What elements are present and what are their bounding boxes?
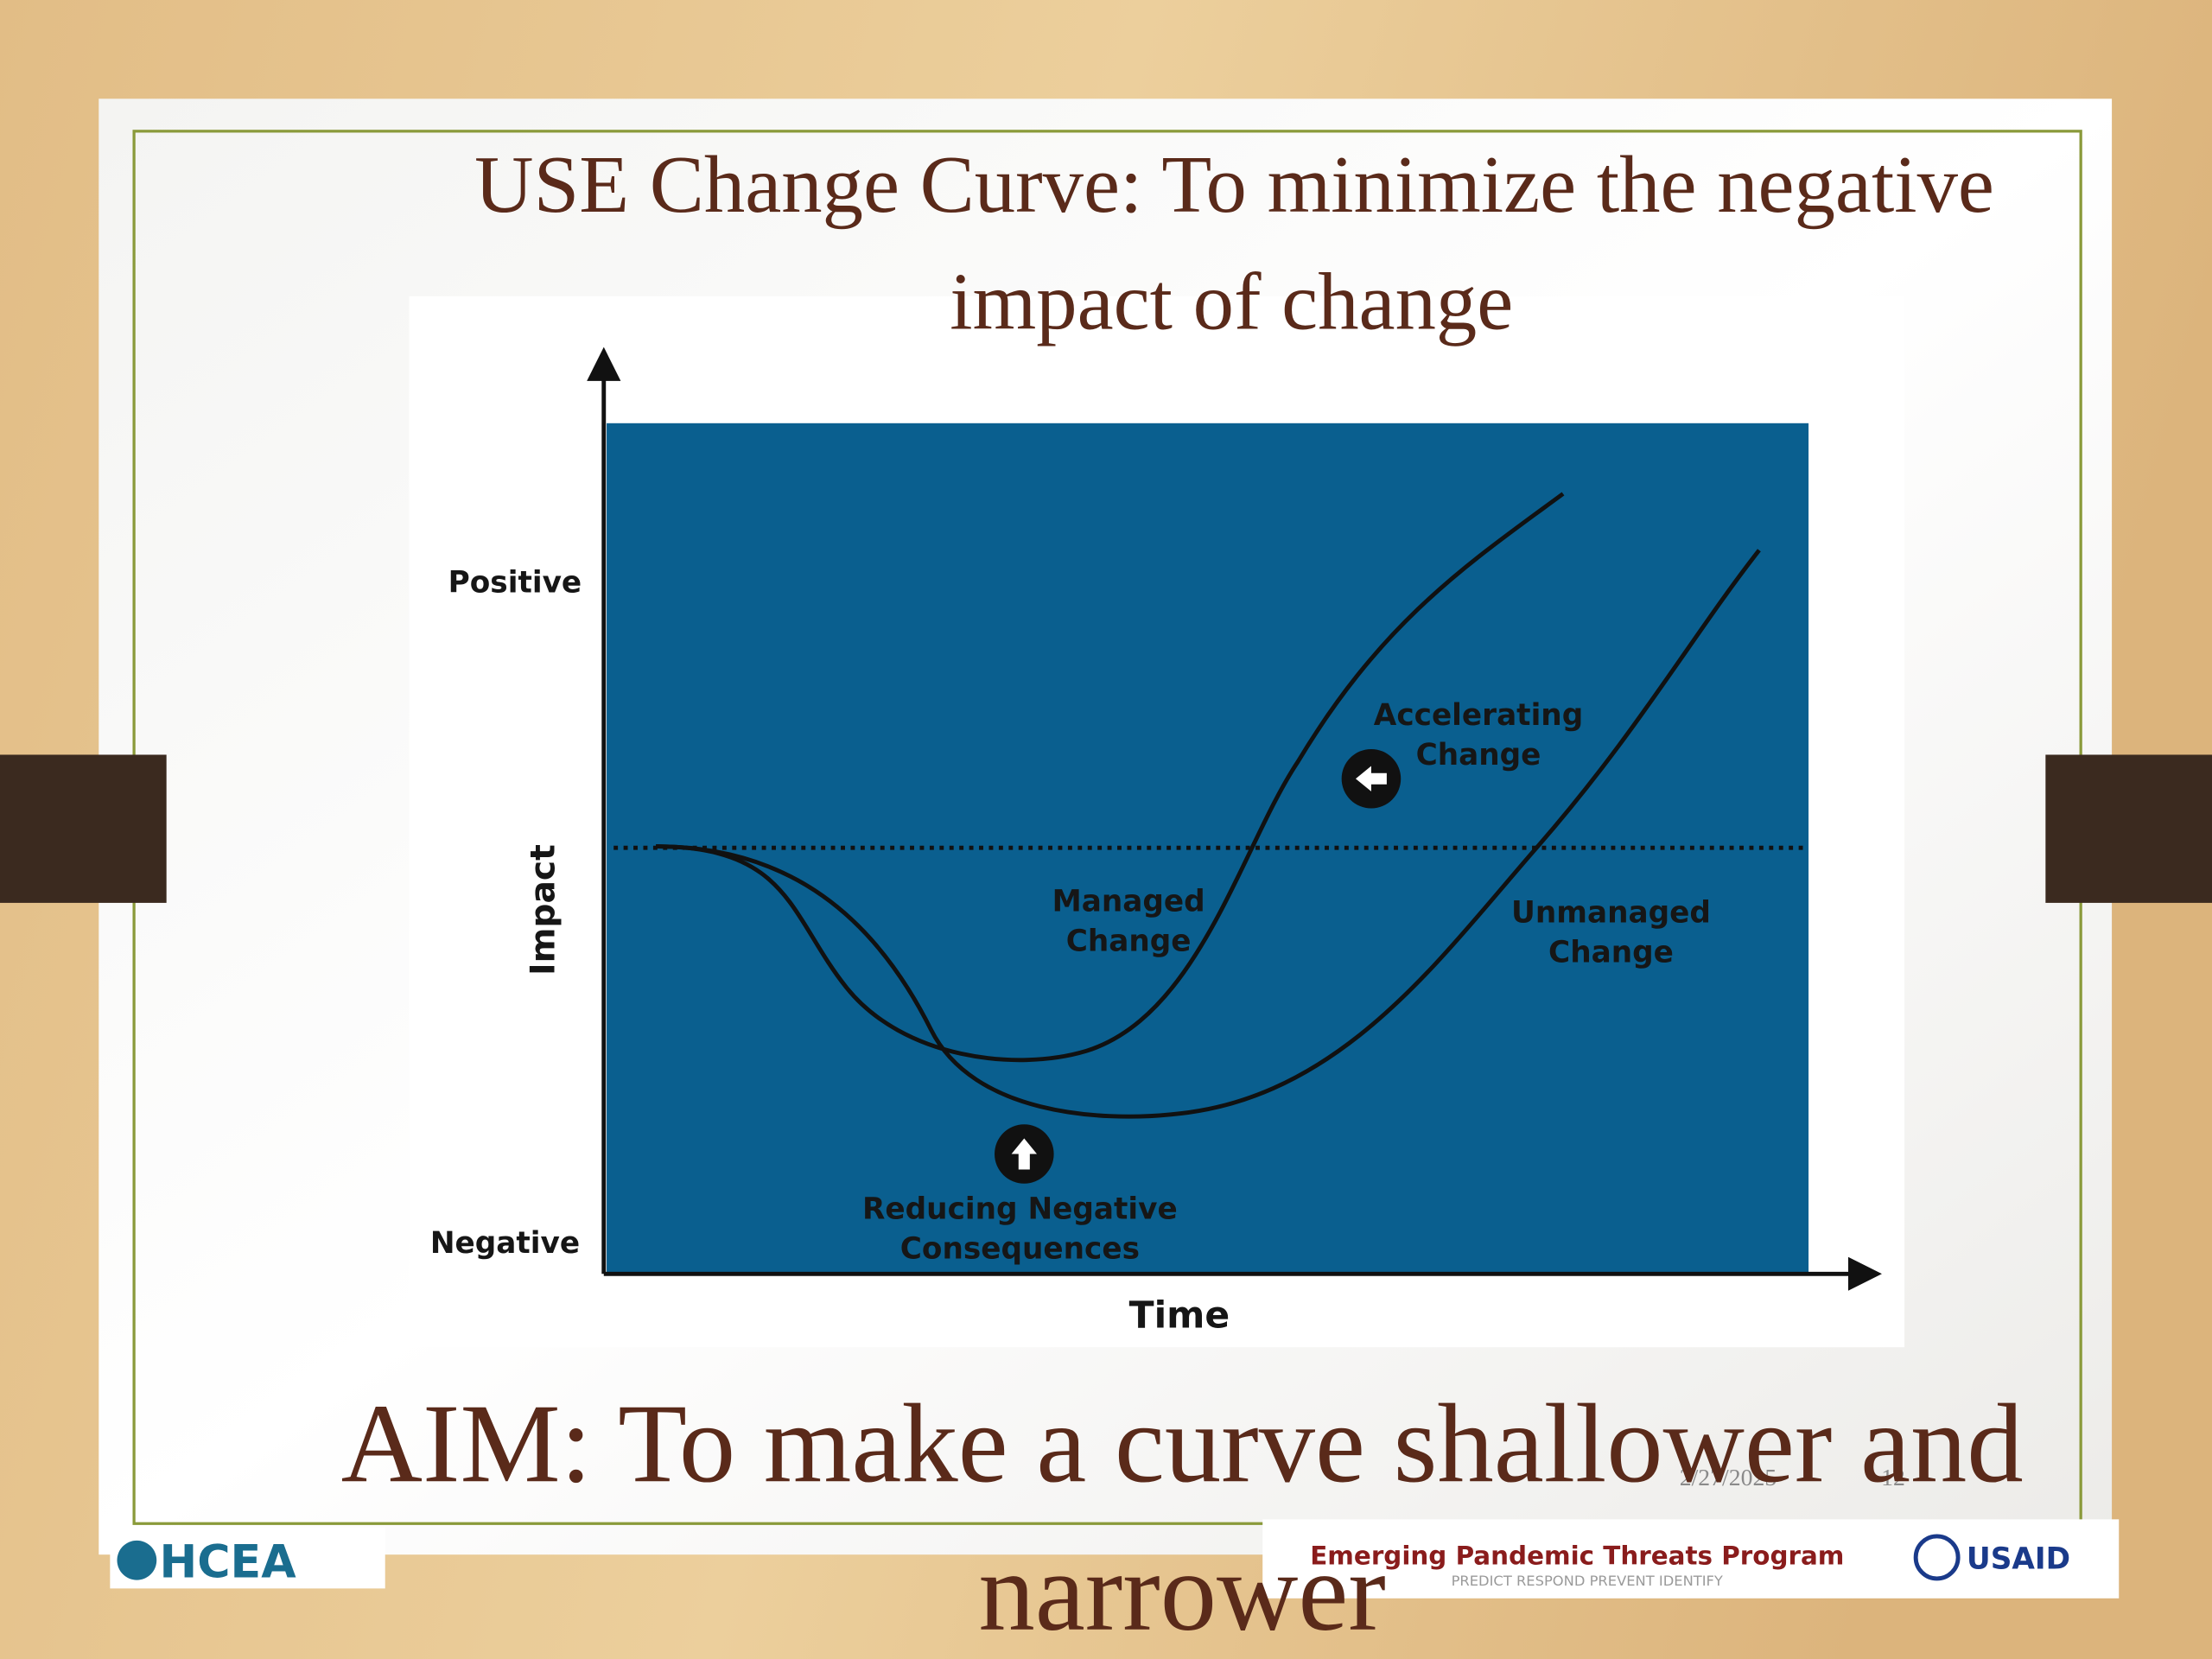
annotation: Change bbox=[1066, 924, 1192, 958]
program-tagline: PREDICT RESPOND PREVENT IDENTIFY bbox=[1452, 1573, 1723, 1589]
annotation: Managed bbox=[1052, 885, 1205, 919]
usaid-seal bbox=[1913, 1534, 1961, 1581]
ohcea-globe bbox=[117, 1540, 157, 1580]
page-number: 12 bbox=[1881, 1465, 1905, 1491]
annotation: Change bbox=[1548, 935, 1674, 969]
aim-line: narrower bbox=[978, 1530, 1385, 1655]
ohcea-text: HCEA bbox=[159, 1536, 296, 1588]
left-tab bbox=[0, 754, 167, 903]
program-name: Emerging Pandemic Threats Program bbox=[1310, 1541, 1844, 1571]
left-arrow bbox=[1355, 766, 1387, 791]
managed-curve bbox=[656, 492, 1565, 1063]
y-top-label: Positive bbox=[448, 566, 582, 601]
up-arrow bbox=[1011, 1138, 1037, 1170]
x-axis-label: Time bbox=[1129, 1294, 1230, 1337]
annotation: Change bbox=[1416, 738, 1541, 772]
unmanaged-curve bbox=[656, 549, 1761, 1119]
right-tab bbox=[2045, 754, 2212, 903]
annotation: Reducing Negative bbox=[862, 1192, 1178, 1227]
footer-date: 2/27/2025 bbox=[1680, 1465, 1777, 1491]
title-line: impact of change bbox=[950, 257, 1513, 346]
annotation: Accelerating bbox=[1374, 698, 1583, 733]
y-bottom-label: Negative bbox=[430, 1226, 580, 1261]
aim-line: AIM: To make a curve shallower and bbox=[341, 1382, 2024, 1506]
title-line: USE Change Curve: To minimize the negati… bbox=[474, 140, 1994, 230]
aim: AIM: To make a curve shallower and narro… bbox=[341, 1382, 2024, 1654]
annotation: Consequences bbox=[900, 1231, 1140, 1266]
y-axis-label: Impact bbox=[524, 844, 563, 976]
ept-logo bbox=[1262, 1519, 2120, 1599]
usaid-text: USAID bbox=[1967, 1542, 2070, 1577]
annotation: Unmanaged bbox=[1511, 896, 1711, 931]
title: USE Change Curve: To minimize the negati… bbox=[474, 140, 1994, 347]
diagram-labels: Positive Negative Impact Time Accelerati… bbox=[430, 566, 1711, 1338]
